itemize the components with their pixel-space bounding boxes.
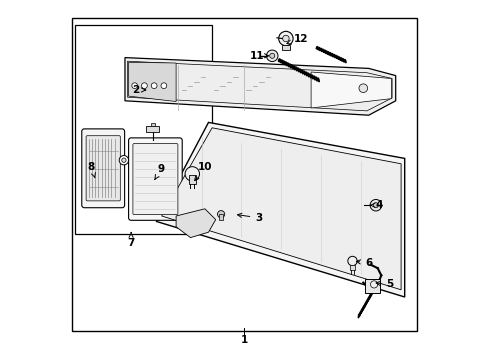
Circle shape xyxy=(141,83,147,89)
Circle shape xyxy=(269,53,274,58)
Circle shape xyxy=(151,83,157,89)
Bar xyxy=(150,123,155,126)
Circle shape xyxy=(282,35,288,42)
Circle shape xyxy=(347,256,356,266)
Bar xyxy=(72,18,416,331)
Circle shape xyxy=(119,156,128,165)
Bar xyxy=(281,45,289,50)
Circle shape xyxy=(217,211,224,218)
Circle shape xyxy=(185,167,199,181)
Circle shape xyxy=(266,50,277,62)
Circle shape xyxy=(373,203,378,208)
Circle shape xyxy=(358,84,367,93)
Text: 4: 4 xyxy=(369,200,383,210)
Text: 1: 1 xyxy=(241,335,247,345)
Polygon shape xyxy=(125,58,395,115)
Text: 7: 7 xyxy=(127,233,135,248)
Circle shape xyxy=(278,31,292,46)
Polygon shape xyxy=(128,62,176,102)
FancyBboxPatch shape xyxy=(128,138,182,220)
Polygon shape xyxy=(156,122,404,297)
Text: 2: 2 xyxy=(132,85,145,95)
Text: 12: 12 xyxy=(286,33,307,44)
Polygon shape xyxy=(310,72,390,108)
Circle shape xyxy=(122,158,126,162)
Text: 8: 8 xyxy=(88,162,95,178)
Text: 5: 5 xyxy=(375,279,393,289)
Bar xyxy=(146,126,159,132)
Bar xyxy=(365,279,379,293)
Bar xyxy=(349,265,354,270)
Text: 6: 6 xyxy=(356,258,371,268)
Circle shape xyxy=(370,281,377,288)
Circle shape xyxy=(369,199,381,211)
FancyBboxPatch shape xyxy=(133,144,178,215)
Text: 3: 3 xyxy=(237,213,262,223)
FancyBboxPatch shape xyxy=(81,129,124,208)
Bar xyxy=(75,25,212,234)
Bar xyxy=(219,214,223,220)
Circle shape xyxy=(132,83,137,89)
Bar xyxy=(188,175,196,184)
Polygon shape xyxy=(127,61,391,111)
Polygon shape xyxy=(162,128,400,290)
Polygon shape xyxy=(176,209,215,238)
Circle shape xyxy=(161,83,166,89)
FancyBboxPatch shape xyxy=(86,136,120,201)
Text: 11: 11 xyxy=(249,51,268,61)
Text: 9: 9 xyxy=(155,164,164,180)
Text: 10: 10 xyxy=(194,162,212,181)
